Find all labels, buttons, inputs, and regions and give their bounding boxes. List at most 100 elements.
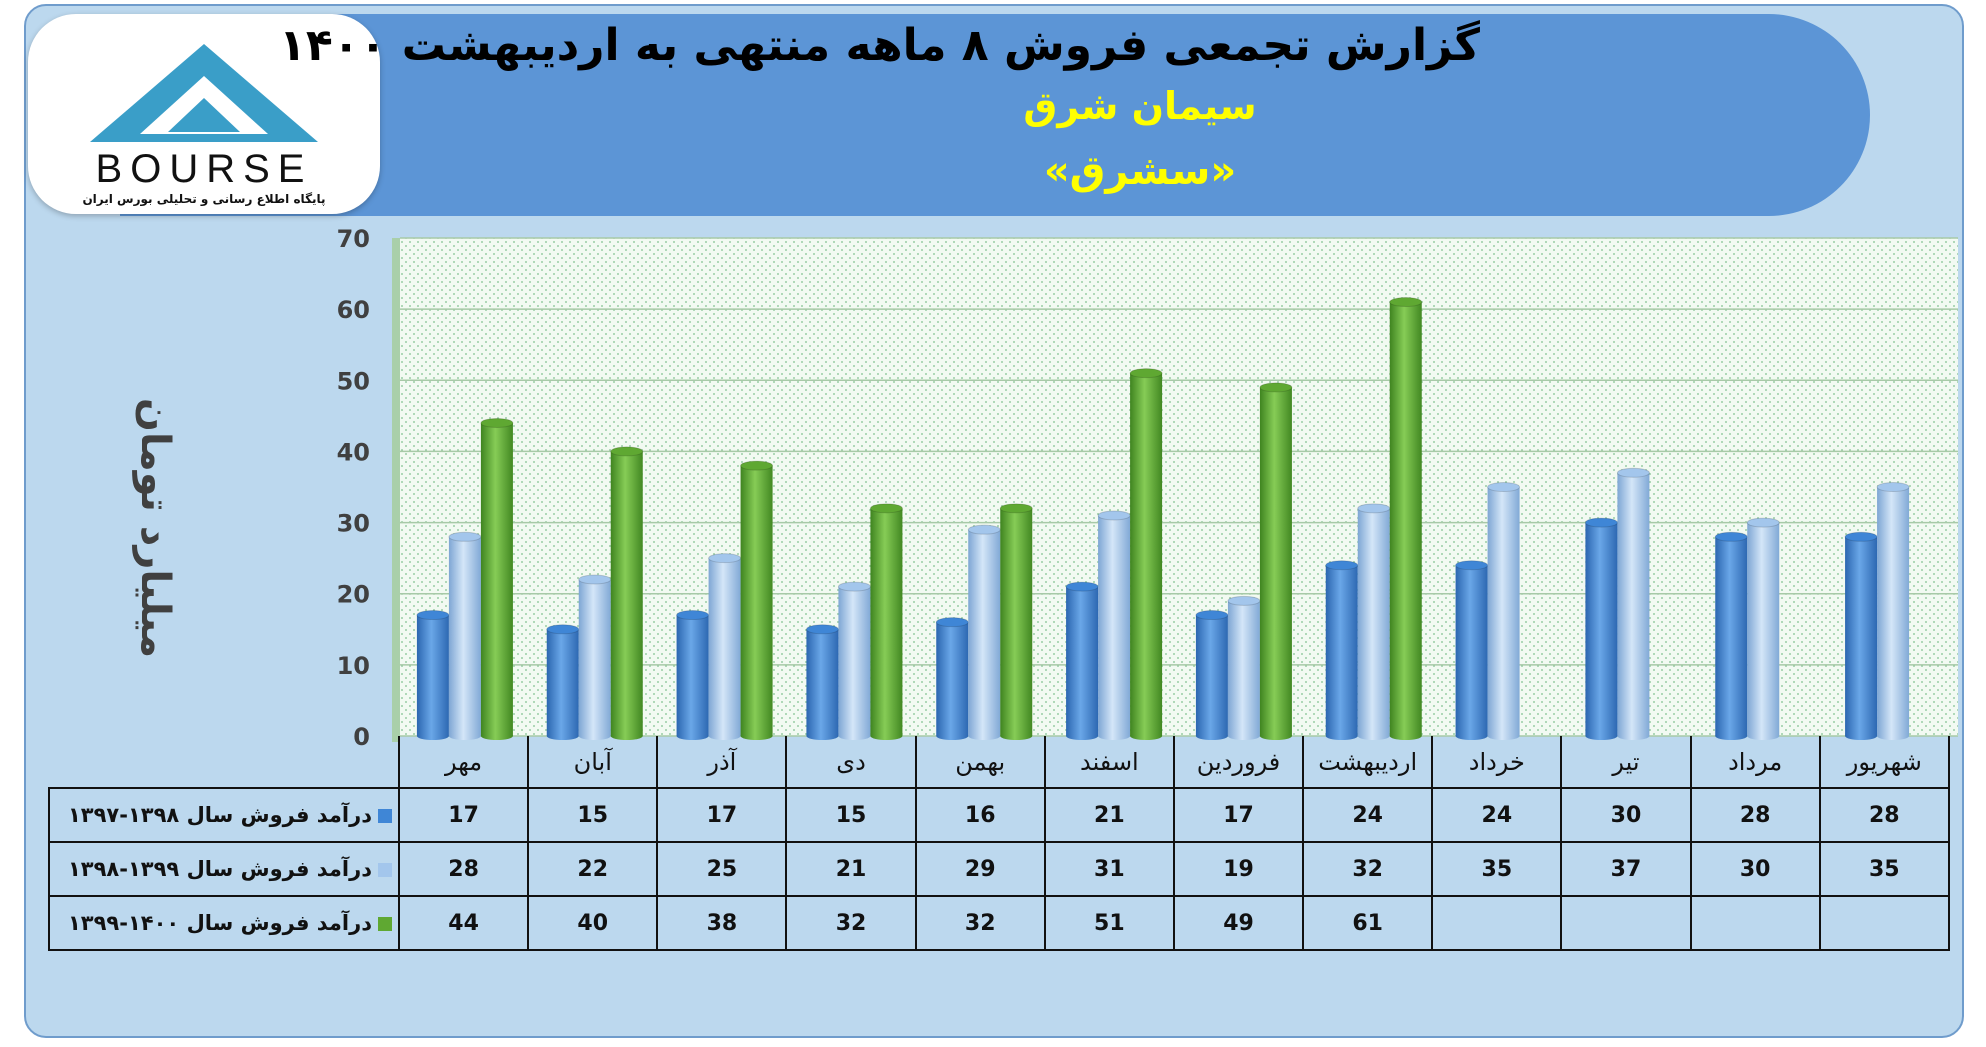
logo-triangle-icon	[90, 44, 318, 142]
bar	[1389, 297, 1423, 740]
data-label: 24	[1431, 787, 1563, 843]
data-label	[1689, 895, 1821, 951]
y-tick-label: 30	[337, 510, 370, 538]
legend-entry: درآمد فروش سال ۱۴۰۰-۱۳۹۹	[48, 895, 400, 951]
data-label: 17	[397, 787, 530, 843]
plot-area	[392, 238, 1958, 742]
data-label: 32	[1302, 841, 1434, 897]
data-label: 35	[1431, 841, 1563, 897]
x-tick-label: دی	[785, 736, 917, 789]
y-tick-label: 70	[337, 225, 370, 253]
bar	[1584, 517, 1618, 740]
plot-background	[400, 238, 1958, 736]
data-label: 32	[914, 895, 1046, 951]
bar	[740, 460, 774, 740]
data-label: 17	[656, 787, 788, 843]
x-tick-label: اردیبهشت	[1302, 736, 1434, 789]
x-tick-label: تیر	[1560, 736, 1692, 789]
month-header-row: مهر آبان آذر دی بهمن اسفند فروردین اردیبهشت خردا…	[49, 736, 1950, 789]
bar	[546, 624, 580, 740]
bar	[676, 610, 710, 740]
bar	[1746, 517, 1780, 740]
data-label: 30	[1560, 787, 1692, 843]
legend-swatch	[378, 809, 392, 823]
table-row: درآمد فروش سال ۱۴۰۰-۱۳۹۹ 44 40 38 32 32 51 49 61	[48, 895, 1950, 951]
data-label: 19	[1172, 841, 1305, 897]
bar	[610, 446, 644, 740]
data-label: 16	[914, 787, 1046, 843]
data-label	[1560, 895, 1692, 951]
table-corner	[49, 736, 400, 788]
data-label: 21	[785, 841, 917, 897]
bar	[1616, 467, 1650, 740]
data-label: 24	[1302, 787, 1434, 843]
bar	[480, 417, 514, 740]
bar	[967, 524, 1001, 740]
data-label: 15	[527, 787, 659, 843]
data-label: 49	[1172, 895, 1305, 951]
bar	[448, 531, 482, 740]
plot-side-wall	[392, 238, 400, 742]
bar	[1455, 560, 1489, 740]
bar	[578, 574, 612, 740]
table-row: درآمد فروش سال ۱۳۹۹-۱۳۹۸ 28 22 25 21 29 31 19 32…	[48, 841, 1950, 897]
data-label	[1431, 895, 1563, 951]
data-label: 21	[1043, 787, 1175, 843]
bar	[837, 581, 871, 740]
x-tick-label: خرداد	[1431, 736, 1563, 789]
bars	[416, 297, 1910, 740]
data-table: مهر آبان آذر دی بهمن اسفند فروردین اردیبهشت خردا…	[48, 736, 1950, 951]
bar	[1097, 510, 1131, 740]
data-label: 15	[785, 787, 917, 843]
legend-swatch	[378, 917, 392, 931]
data-label: 31	[1043, 841, 1175, 897]
legend-entry: درآمد فروش سال ۱۳۹۸-۱۳۹۷	[48, 787, 400, 843]
legend-label: درآمد فروش سال ۱۳۹۹-۱۳۹۸	[67, 857, 372, 881]
y-tick-label: 10	[337, 652, 370, 680]
data-label: 28	[397, 841, 530, 897]
data-label: 28	[1818, 787, 1950, 843]
data-label: 25	[656, 841, 788, 897]
data-label: 32	[785, 895, 917, 951]
bar	[1714, 531, 1748, 740]
bar	[1487, 482, 1521, 740]
x-tick-label: شهریور	[1818, 736, 1950, 789]
data-label: 22	[527, 841, 659, 897]
ticker-symbol: «سشرق»	[1043, 148, 1237, 194]
data-label: 30	[1689, 841, 1821, 897]
bar	[1129, 368, 1163, 740]
x-tick-label: بهمن	[914, 736, 1046, 789]
bar	[869, 503, 903, 740]
bar	[805, 624, 839, 740]
legend-label: درآمد فروش سال ۱۴۰۰-۱۳۹۹	[67, 911, 372, 935]
y-tick-label: 40	[337, 438, 370, 466]
legend-entry: درآمد فروش سال ۱۳۹۹-۱۳۹۸	[48, 841, 400, 897]
data-label: 61	[1302, 895, 1434, 951]
y-tick-label: 50	[337, 367, 370, 395]
bar	[416, 610, 450, 740]
bar	[1876, 482, 1910, 740]
data-label: 40	[527, 895, 659, 951]
x-tick-label: آذر	[656, 736, 788, 789]
data-label: 35	[1818, 841, 1950, 897]
x-tick-label: فروردین	[1172, 736, 1305, 789]
bar	[1357, 503, 1391, 740]
data-label: 51	[1043, 895, 1175, 951]
logo-tagline: پایگاه اطلاع رسانی و تحلیلی بورس ایران	[82, 192, 326, 206]
bourse-logo: BOURSE پایگاه اطلاع رسانی و تحلیلی بورس …	[28, 14, 380, 214]
bar	[1227, 595, 1261, 740]
x-tick-label: مهر	[397, 736, 530, 789]
x-tick-label: اسفند	[1043, 736, 1175, 789]
x-tick-label: مرداد	[1689, 736, 1821, 789]
bar	[1259, 382, 1293, 740]
y-tick-label: 20	[337, 581, 370, 609]
title-banner	[120, 14, 1870, 216]
bar	[1065, 581, 1099, 740]
page-title: گزارش تجمعی فروش ۸ ماهه منتهی به اردیبهش…	[278, 20, 1480, 71]
bar	[1844, 531, 1878, 740]
data-label: 29	[914, 841, 1046, 897]
legend-swatch	[378, 863, 392, 877]
bar	[935, 617, 969, 740]
bar	[708, 553, 742, 740]
